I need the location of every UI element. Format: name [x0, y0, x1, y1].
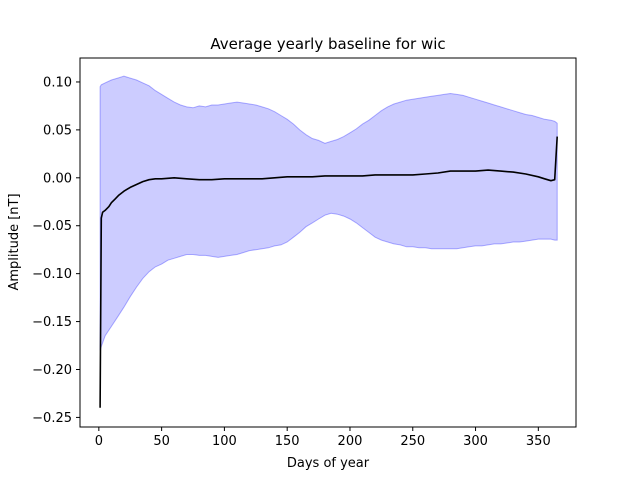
- confidence-band: [99, 75, 558, 351]
- plot-area: [99, 75, 558, 408]
- y-tick-label: −0.20: [32, 363, 72, 378]
- y-tick-label: −0.05: [32, 219, 72, 234]
- x-tick-label: 250: [400, 434, 425, 449]
- y-tick-label: −0.25: [32, 411, 72, 426]
- x-axis-label: Days of year: [287, 456, 370, 471]
- x-tick-label: 0: [95, 434, 103, 449]
- y-tick-label: 0.05: [43, 123, 72, 138]
- x-tick-label: 150: [275, 434, 300, 449]
- y-tick-label: −0.15: [32, 315, 72, 330]
- x-tick-label: 300: [463, 434, 488, 449]
- plot-frame: [79, 57, 577, 428]
- chart-title: Average yearly baseline for wic: [210, 35, 445, 53]
- y-tick-label: 0.00: [43, 171, 72, 186]
- x-tick-label: 50: [153, 434, 170, 449]
- x-tick-label: 100: [212, 434, 237, 449]
- y-axis: −0.25 −0.20 −0.15 −0.10 −0.05 0.00 0.05 0.10: [32, 75, 80, 426]
- x-tick-label: 350: [526, 434, 551, 449]
- mean-baseline-line: [99, 136, 558, 408]
- y-tick-label: −0.10: [32, 267, 72, 282]
- x-tick-label: 200: [338, 434, 363, 449]
- y-tick-label: 0.10: [43, 75, 72, 90]
- y-axis-label: Amplitude [nT]: [7, 193, 22, 290]
- x-axis: 0 50 100 150 200 250 300 350: [95, 427, 551, 449]
